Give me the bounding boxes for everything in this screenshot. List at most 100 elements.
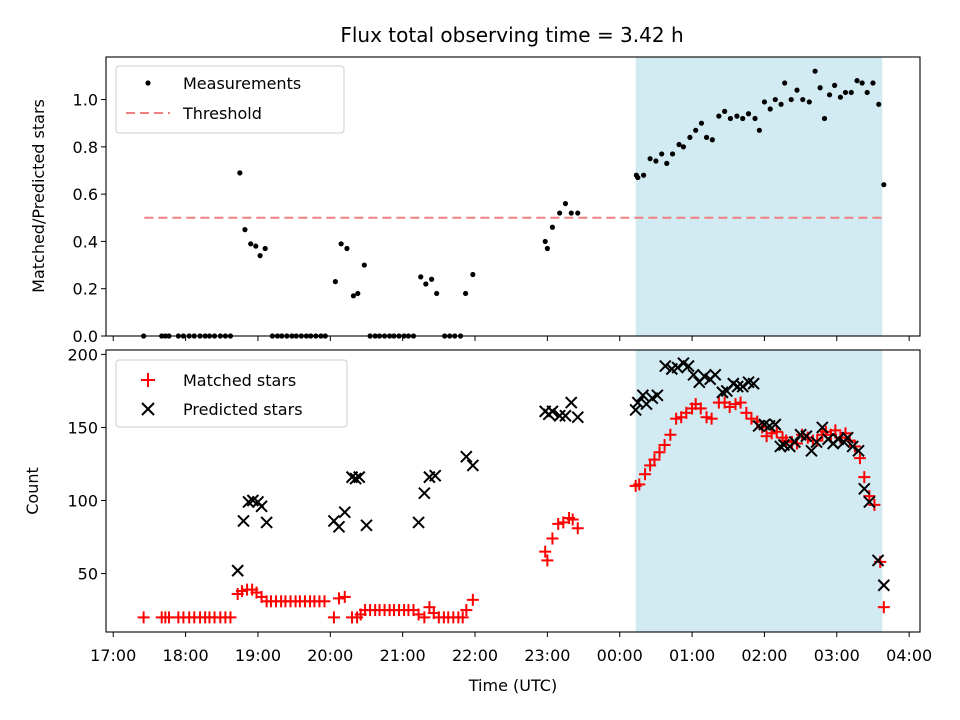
matched-star-point [633,478,646,491]
x-tick-label: 20:00 [307,646,353,665]
predicted-star-point [571,411,584,424]
top-panel: 0.0 0.2 0.4 0.6 0.8 1.0 Matched/Predicted sta… [29,56,921,346]
x-tick-label: 01:00 [669,646,715,665]
y-tick-label: 1.0 [73,91,98,110]
measurement-point [664,160,670,166]
measurement-point [881,182,887,188]
matched-star-point [760,430,773,443]
measurement-point [248,241,254,247]
predicted-star-point [565,396,578,409]
top-axes-frame [105,56,921,337]
measurement-point [350,293,357,299]
x-tick-label: 19:00 [235,646,281,665]
predicted-star-point [651,389,664,402]
x-tick-label: 02:00 [741,646,787,665]
measurement-point [722,108,728,114]
predicted-star-point [559,409,572,422]
matched-star-point [877,601,890,614]
measurement-point [821,115,828,122]
legend-marker-matched [141,373,155,387]
y-tick-label: 150 [67,418,98,437]
y-axis-ticks: 0.0 0.2 0.4 0.6 0.8 1.0 [73,91,106,346]
measurement-point [253,243,259,249]
matched-star-point [729,398,742,411]
predicted-star-point [260,516,273,529]
predicted-star-point [659,359,672,373]
measurement-point [837,94,844,100]
matched-star-point [770,425,783,438]
x-tick-label: 04:00 [886,646,932,665]
matched-star-point [236,585,249,598]
matched-star-point [829,424,842,437]
measurement-point [687,134,693,140]
x-tick-label: 22:00 [452,646,498,665]
predicted-star-point [877,579,891,592]
measurement-point [698,120,705,126]
legend-box [115,359,348,428]
legend-label-threshold: Threshold [182,104,262,123]
predicted-star-point [841,431,854,444]
measurement-point [659,151,665,157]
legend-box [115,65,345,134]
x-axis-ticks [112,336,910,341]
measurement-point [262,245,268,252]
matched-star-point [566,513,579,526]
matched-star-point [539,545,552,558]
measurement-point [848,89,854,96]
predicted-star-point [466,459,480,472]
predicted-star-point [788,435,802,449]
legend-label-predicted: Predicted stars [183,400,303,419]
matched-stars-series [137,396,890,624]
measurement-point [680,144,686,150]
measurement-point [740,115,746,122]
matched-star-point [670,412,683,425]
measurement-point [676,141,682,148]
matched-star-point [466,593,479,606]
matched-star-point [664,428,677,441]
measurement-point [876,101,882,107]
legend-marker-measurements [145,80,151,86]
matched-star-point [745,412,758,425]
matched-star-point [853,452,866,465]
measurement-point [812,68,818,74]
matched-star-point [700,411,713,424]
x-axis-ticks: 17:00 18:00 19:00 20:00 21:00 22:00 23:00 00:00… [90,632,932,665]
measurement-point [870,80,876,86]
measurement-point [772,96,778,103]
measurement-point [344,245,350,252]
measurement-point [544,245,550,252]
matched-star-point [137,611,150,624]
measurement-point [727,115,734,122]
x-tick-label: 00:00 [597,646,643,665]
y-tick-label: 0.6 [73,185,98,204]
predicted-star-point [546,405,559,418]
shaded-region [635,57,883,336]
top-legend: Measurements Threshold [115,65,345,134]
measurement-point [800,96,806,103]
predicted-star-point [353,470,366,484]
predicted-star-point [231,564,244,577]
y-axis-label: Count [23,467,42,515]
matched-star-point [418,611,431,624]
predicted-star-point [709,368,722,382]
measurement-point [794,87,800,93]
x-tick-label: 18:00 [163,646,209,665]
measurement-point [859,80,865,86]
measurement-point [653,158,659,164]
predicted-star-point [629,403,642,417]
predicted-star-point [682,359,695,373]
measurement-point [542,238,548,245]
y-tick-label: 50 [78,565,98,584]
matched-star-point [658,438,671,451]
measurement-point [635,174,641,181]
measurement-point [575,210,581,216]
predicted-star-point [349,472,362,485]
predicted-star-point [805,444,818,458]
matched-star-point [780,434,793,447]
measurement-point [703,134,710,140]
predicted-star-point [418,486,431,500]
measurement-point [778,101,784,107]
measurement-point [434,290,440,297]
measurement-point [734,113,740,119]
